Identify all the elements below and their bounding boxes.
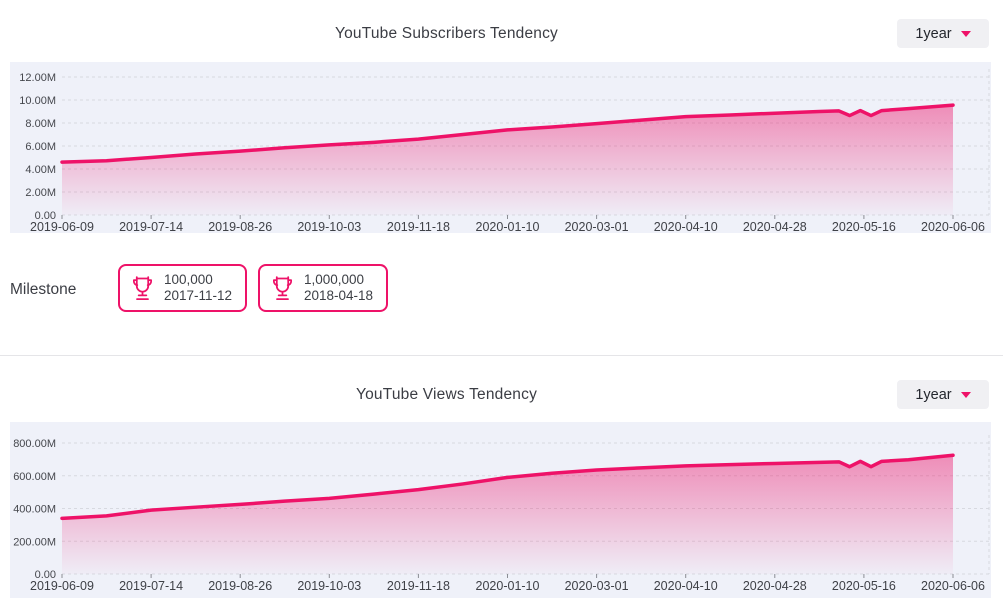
svg-text:10.00M: 10.00M — [19, 95, 56, 107]
svg-text:2019-10-03: 2019-10-03 — [297, 220, 361, 233]
views-chart-header: YouTube Views Tendency 1year — [0, 380, 1003, 410]
chevron-down-icon — [960, 391, 971, 398]
svg-text:2020-03-01: 2020-03-01 — [565, 220, 629, 233]
milestone-date: 2017-11-12 — [164, 288, 233, 303]
milestone-value: 1,000,000 — [304, 272, 365, 287]
svg-text:2020-01-10: 2020-01-10 — [476, 579, 540, 593]
svg-text:2019-08-26: 2019-08-26 — [208, 220, 272, 233]
svg-text:0.00: 0.00 — [35, 210, 56, 222]
svg-text:2019-06-09: 2019-06-09 — [30, 579, 94, 593]
svg-text:12.00M: 12.00M — [19, 72, 56, 84]
svg-text:2019-07-14: 2019-07-14 — [119, 220, 183, 233]
trophy-icon — [132, 275, 153, 300]
svg-text:2020-01-10: 2020-01-10 — [476, 220, 540, 233]
views-area-chart[interactable]: 0.00 200.00M 400.00M 600.00M 800.00M 2019-06-… — [10, 422, 991, 598]
svg-text:2.00M: 2.00M — [25, 187, 56, 199]
subscribers-area-chart[interactable]: 0.00 2.00M 4.00M 6.00M 8.00M 10.00M 12.00M 2019… — [10, 62, 991, 233]
views-chart-widget: 0.00 200.00M 400.00M 600.00M 800.00M 2019-06-… — [10, 422, 991, 598]
svg-text:2020-05-16: 2020-05-16 — [832, 220, 896, 233]
svg-text:200.00M: 200.00M — [13, 536, 56, 548]
milestone-date: 2018-04-18 — [304, 288, 374, 303]
svg-text:2019-11-18: 2019-11-18 — [387, 579, 450, 593]
svg-text:2019-11-18: 2019-11-18 — [387, 220, 450, 233]
svg-text:2020-04-28: 2020-04-28 — [743, 220, 807, 233]
svg-text:6.00M: 6.00M — [25, 141, 56, 153]
svg-text:2020-04-28: 2020-04-28 — [743, 579, 807, 593]
svg-text:2019-06-09: 2019-06-09 — [30, 220, 94, 233]
svg-text:4.00M: 4.00M — [25, 164, 56, 176]
svg-text:2019-10-03: 2019-10-03 — [297, 579, 361, 593]
svg-text:2020-04-10: 2020-04-10 — [654, 220, 718, 233]
milestone-badge-1m: 1,000,000 2018-04-18 — [258, 264, 389, 312]
svg-text:800.00M: 800.00M — [13, 438, 56, 450]
svg-text:2020-04-10: 2020-04-10 — [654, 579, 718, 593]
svg-text:2020-06-06: 2020-06-06 — [921, 579, 985, 593]
milestone-label: Milestone — [10, 281, 77, 298]
milestone-badge-100k: 100,000 2017-11-12 — [118, 264, 248, 312]
svg-text:2020-06-06: 2020-06-06 — [921, 220, 985, 233]
views-range-dropdown[interactable]: 1year — [897, 380, 989, 409]
subscribers-range-label: 1year — [915, 25, 952, 42]
svg-text:0.00: 0.00 — [35, 569, 56, 581]
svg-text:8.00M: 8.00M — [25, 118, 56, 130]
subscribers-range-dropdown[interactable]: 1year — [897, 19, 989, 48]
svg-text:600.00M: 600.00M — [13, 471, 56, 483]
svg-text:2019-08-26: 2019-08-26 — [208, 579, 272, 593]
subscribers-chart-header: YouTube Subscribers Tendency 1year — [0, 19, 1003, 49]
views-range-label: 1year — [915, 386, 952, 403]
chevron-down-icon — [960, 30, 971, 37]
trophy-icon — [272, 275, 293, 300]
svg-text:2020-03-01: 2020-03-01 — [565, 579, 629, 593]
svg-text:2020-05-16: 2020-05-16 — [832, 579, 896, 593]
views-chart-title: YouTube Views Tendency — [355, 386, 538, 403]
subscribers-chart-title: YouTube Subscribers Tendency — [334, 25, 559, 42]
section-divider — [0, 355, 1003, 356]
svg-text:400.00M: 400.00M — [13, 504, 56, 516]
subscribers-chart-widget: 0.00 2.00M 4.00M 6.00M 8.00M 10.00M 12.00M 2019… — [10, 62, 991, 233]
milestone-value: 100,000 — [164, 272, 213, 287]
svg-text:2019-07-14: 2019-07-14 — [119, 579, 183, 593]
